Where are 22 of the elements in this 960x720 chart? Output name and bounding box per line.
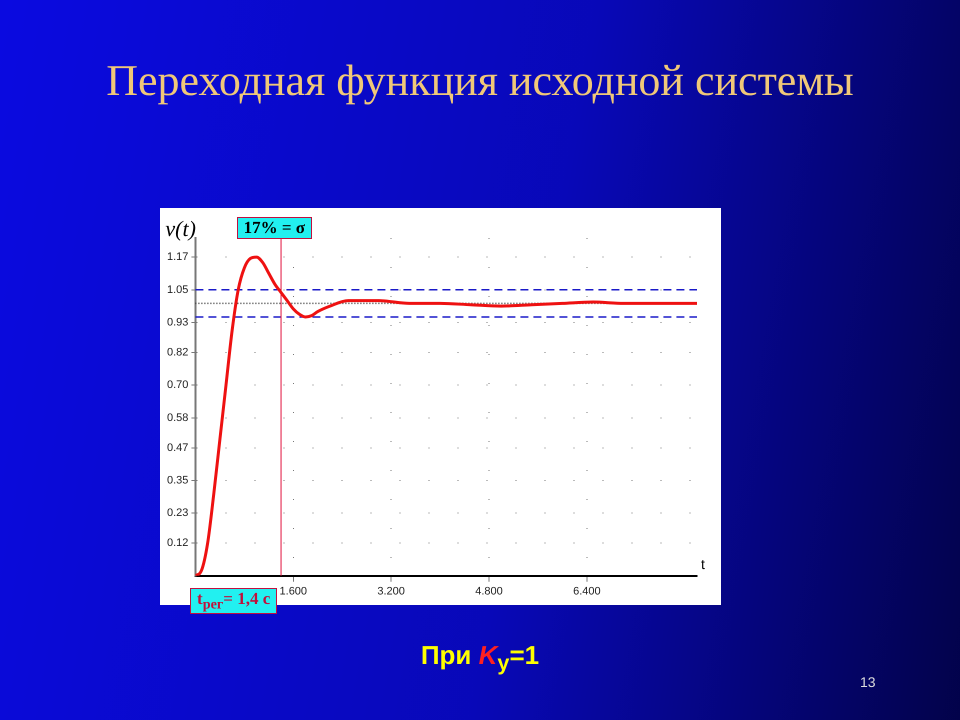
y-tick-label: 0.70 [166, 379, 188, 392]
text: 13 [860, 674, 876, 690]
x-tick-label: 4.800 [475, 585, 503, 598]
y-tick-label: 1.05 [166, 284, 188, 296]
text: При K$_{y}$=1 [420, 640, 540, 676]
y-tick-label: 0.58 [166, 412, 188, 424]
y-axis-title: v(t) [165, 216, 196, 242]
y-tick-label: 0.35 [166, 474, 188, 486]
y-tick-label: 0.12 [166, 537, 188, 550]
x-axis-title: t [701, 556, 705, 572]
x-tick-label: 1.600 [280, 585, 308, 598]
y-tick-label: 0.23 [166, 507, 188, 520]
x-tick-label: 3.200 [377, 585, 405, 598]
y-tick-label: 0.93 [166, 316, 188, 328]
y-tick-label: 0.82 [166, 346, 188, 358]
y-tick-label: 1.17 [166, 251, 188, 264]
line-series [195, 256, 697, 576]
annotation: 17% = σ [236, 217, 312, 240]
y-tick-label: 0.47 [166, 442, 188, 454]
annotation: t$_{рег}$= 1,4 с [190, 588, 278, 614]
x-tick-label: 6.400 [573, 585, 601, 598]
chart-title: Переходная функция исходной системы [105, 55, 855, 106]
